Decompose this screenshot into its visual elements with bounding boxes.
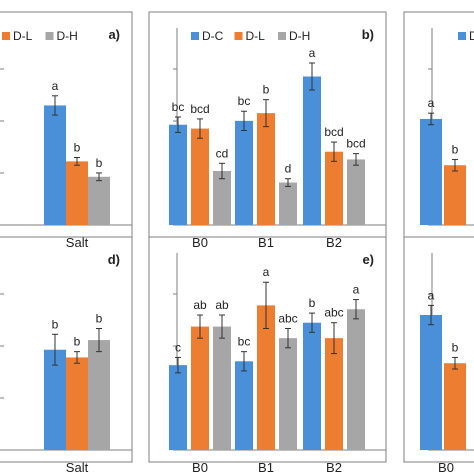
bar (303, 76, 321, 226)
data-label: d (285, 162, 292, 176)
bar (213, 326, 231, 450)
legend-swatch-D-H (45, 32, 54, 40)
legend-entry: D-C (469, 29, 474, 43)
legend-swatch-D-C (458, 32, 466, 40)
legend-swatch-D-H (278, 32, 286, 40)
bar (169, 124, 187, 225)
data-label: bcd (346, 137, 365, 151)
x-tick-label: B0 (192, 235, 208, 250)
bar (420, 118, 442, 225)
panel-frame-f (403, 236, 474, 463)
panel-frame-e (148, 236, 387, 463)
bar (235, 120, 253, 225)
bar (444, 165, 466, 225)
data-label: bc (238, 94, 251, 108)
panel-label-d: d) (108, 252, 120, 267)
bar (420, 315, 442, 450)
bar (169, 365, 187, 450)
x-tick-label: B1 (258, 235, 274, 250)
x-tick-label: B0 (438, 460, 454, 474)
bar (303, 322, 321, 450)
bar (88, 176, 110, 225)
data-label: bc (238, 335, 251, 349)
x-tick-label: B2 (326, 460, 342, 474)
data-label: b (52, 317, 59, 331)
bar (235, 361, 253, 450)
data-label: bcd (190, 102, 209, 116)
data-label: b (74, 141, 81, 155)
data-label: a (428, 96, 435, 110)
legend-entry: D-H (57, 29, 78, 43)
data-label: c (175, 340, 181, 354)
data-label: cd (216, 146, 229, 160)
x-tick-label: Salt (66, 235, 89, 250)
bar (66, 357, 88, 450)
bar (347, 309, 365, 450)
data-label: ab (193, 298, 207, 312)
data-label: bcd (324, 125, 343, 139)
legend-entry: D-L (13, 29, 33, 43)
bar (44, 105, 66, 225)
legend-entry: D-L (246, 29, 266, 43)
data-label: ab (215, 298, 229, 312)
bar (444, 363, 466, 450)
chart-panel-f: a b B0 (403, 236, 474, 474)
data-label: b (309, 296, 316, 310)
data-label: a (52, 79, 59, 93)
data-label: a (309, 46, 316, 60)
x-tick-label: B1 (258, 460, 274, 474)
panel-label-b: b) (362, 27, 374, 42)
legend-swatch-D-C (191, 32, 199, 40)
bar (347, 159, 365, 225)
x-tick-label: B0 (192, 460, 208, 474)
legend-entry: D-H (289, 29, 310, 43)
panel-frame-d (0, 236, 133, 463)
bar (44, 349, 66, 450)
data-label: b (96, 156, 103, 170)
data-label: abc (278, 312, 297, 326)
data-label: a (428, 288, 435, 302)
legend-entry: D-C (202, 29, 224, 43)
data-label: b (96, 312, 103, 326)
bar (279, 338, 297, 450)
data-label: abc (324, 306, 343, 320)
bar (279, 182, 297, 225)
legend-swatch-D-L (2, 32, 10, 40)
data-label: b (74, 335, 81, 349)
x-tick-label: B2 (326, 235, 342, 250)
chart-panel-a: a) D-L D-H a b b Salt (0, 11, 133, 250)
bar (257, 113, 275, 225)
bar (325, 338, 343, 450)
bar (325, 151, 343, 225)
data-label: a (353, 283, 360, 297)
bar (66, 161, 88, 225)
chart-panel-d: d) b b b Salt (0, 236, 133, 474)
bar (213, 171, 231, 225)
chart-panel-c: D-C a b (403, 11, 474, 238)
data-label: b (452, 142, 459, 156)
legend-swatch-D-L (234, 32, 243, 40)
bar (88, 340, 110, 450)
bar (191, 326, 209, 450)
data-label: a (263, 265, 270, 279)
x-tick-label: Salt (66, 460, 89, 474)
bar (191, 128, 209, 225)
panel-label-a: a) (108, 27, 120, 42)
chart-panel-b: b) D-C D-L D-H bc bc a bcd b bcd cd d bcd B0 B1 B2 (148, 11, 387, 250)
data-label: b (263, 83, 270, 97)
data-label: b (452, 340, 459, 354)
bar (257, 305, 275, 450)
panel-label-e: e) (362, 252, 374, 267)
data-label: bc (172, 100, 185, 114)
